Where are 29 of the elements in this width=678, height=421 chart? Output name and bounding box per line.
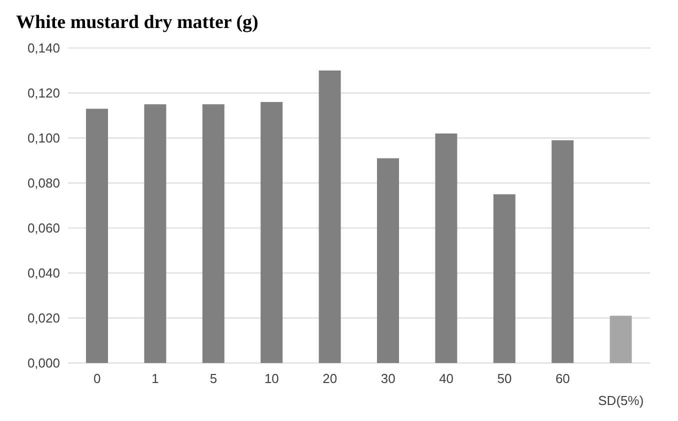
bar xyxy=(610,316,632,363)
y-tick-label: 0,020 xyxy=(27,310,60,326)
y-tick-label: 0,140 xyxy=(27,40,60,56)
x-tick-label: 0 xyxy=(93,371,101,386)
y-tick-label: 0,040 xyxy=(27,266,60,281)
bar xyxy=(493,194,516,363)
x-tick-label: 1 xyxy=(152,371,159,386)
y-tick-label: 0,060 xyxy=(27,220,60,236)
x-tick-label: 10 xyxy=(264,371,279,386)
x-tick-label: 40 xyxy=(439,371,454,386)
bar xyxy=(377,158,399,363)
x-tick-label: 20 xyxy=(322,371,338,386)
chart-title: White mustard dry matter (g) xyxy=(16,12,258,34)
x-tick-label: 50 xyxy=(497,371,512,386)
bar xyxy=(435,134,458,363)
x-tick-label: 5 xyxy=(210,371,218,386)
y-tick-label: 0,000 xyxy=(27,356,60,371)
x-tick-label: 60 xyxy=(555,371,570,386)
bar xyxy=(260,102,283,363)
x-tick-label: SD(5%) xyxy=(598,393,644,408)
y-tick-label: 0,120 xyxy=(27,86,60,101)
bar xyxy=(202,104,224,363)
bar xyxy=(86,108,108,363)
x-tick-label: 30 xyxy=(380,371,396,386)
y-tick-label: 0,100 xyxy=(27,130,60,146)
bar xyxy=(144,104,166,363)
bar xyxy=(552,140,574,363)
bar xyxy=(318,70,341,363)
y-tick-label: 0,080 xyxy=(27,176,60,191)
